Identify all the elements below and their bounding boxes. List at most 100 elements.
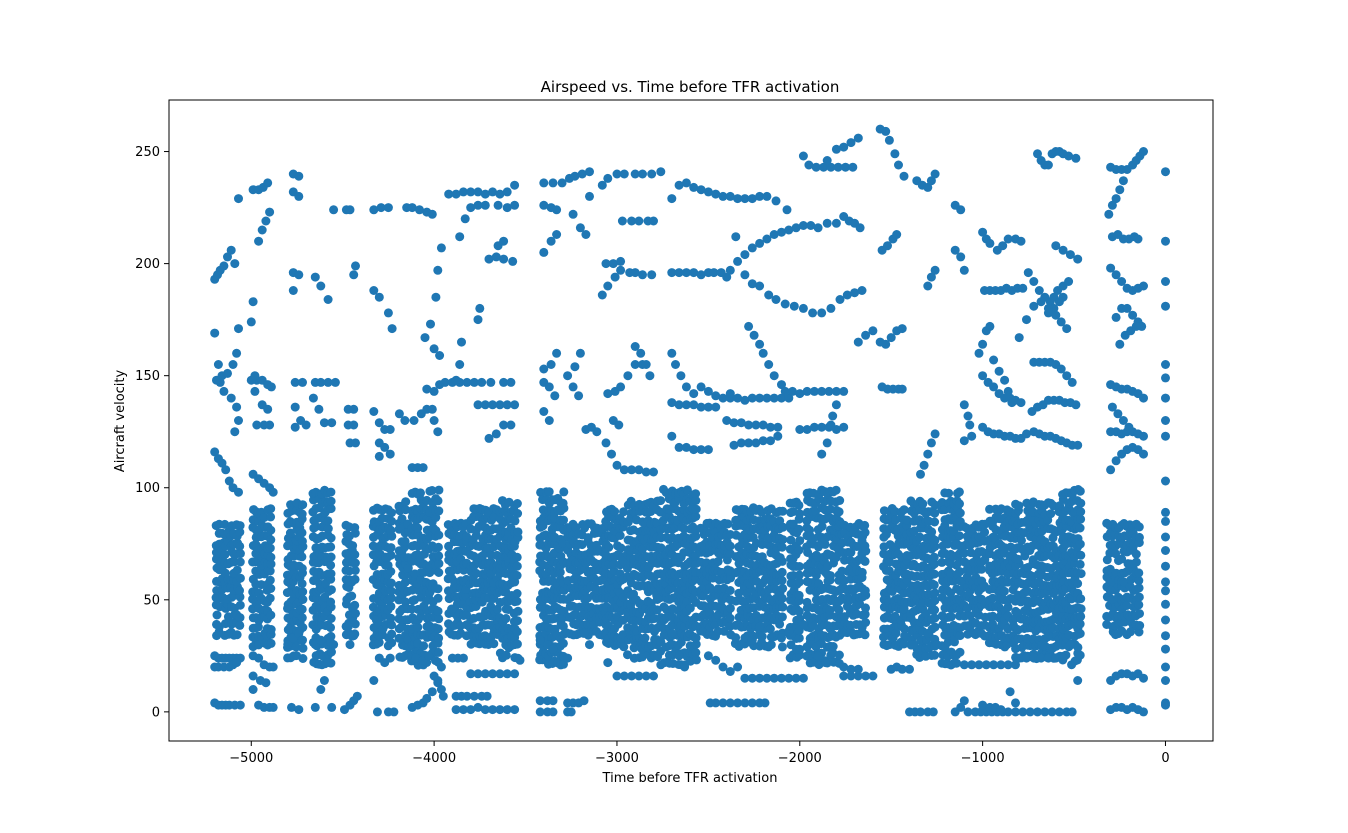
data-point: [1073, 579, 1083, 589]
data-point: [235, 541, 245, 551]
data-point: [492, 604, 502, 614]
data-point: [1134, 576, 1144, 586]
data-point: [1067, 377, 1077, 387]
data-point: [512, 571, 522, 580]
data-point: [773, 431, 783, 441]
data-point: [1133, 234, 1143, 244]
data-point: [389, 707, 399, 717]
data-point: [667, 431, 677, 441]
data-point: [985, 321, 995, 331]
data-point: [855, 223, 865, 233]
data-point: [985, 238, 995, 248]
data-point: [515, 655, 525, 665]
data-point: [506, 420, 516, 430]
data-point: [372, 707, 382, 717]
data-point: [980, 527, 990, 537]
data-point: [510, 400, 520, 410]
data-point: [1161, 662, 1170, 672]
data-point: [433, 647, 443, 657]
data-point: [486, 377, 496, 387]
data-point: [649, 216, 658, 226]
x-tick-label: −5000: [229, 751, 273, 766]
data-point: [1067, 707, 1077, 717]
data-point: [930, 650, 940, 660]
data-point: [585, 191, 594, 201]
data-point: [674, 651, 684, 661]
data-point: [491, 429, 501, 439]
data-point: [775, 619, 785, 629]
data-point: [510, 516, 520, 526]
data-point: [235, 549, 245, 559]
data-point: [297, 552, 307, 562]
data-point: [298, 643, 308, 653]
data-point: [755, 281, 765, 291]
data-point: [974, 348, 984, 358]
data-point: [559, 487, 569, 497]
data-point: [868, 326, 878, 336]
data-point: [477, 377, 487, 387]
data-point: [1071, 153, 1081, 163]
data-point: [263, 404, 273, 414]
data-point: [539, 178, 549, 188]
data-point: [326, 504, 336, 514]
data-point: [616, 256, 626, 266]
data-point: [297, 564, 307, 573]
data-point: [955, 631, 965, 641]
data-point: [619, 507, 628, 517]
data-point: [298, 500, 308, 510]
data-point: [1161, 416, 1170, 425]
data-point: [400, 577, 410, 587]
data-point: [1014, 333, 1024, 343]
data-point: [473, 315, 483, 325]
data-point: [350, 600, 360, 610]
data-point: [603, 281, 613, 291]
data-point: [400, 597, 410, 607]
data-point: [579, 696, 589, 706]
data-point: [386, 543, 396, 553]
data-point: [386, 586, 396, 596]
data-point: [400, 416, 410, 425]
data-point: [250, 371, 260, 381]
data-point: [220, 550, 230, 560]
data-point: [731, 232, 741, 242]
data-point: [235, 521, 245, 531]
data-point: [989, 355, 999, 365]
data-point: [932, 640, 942, 650]
data-point: [438, 691, 448, 701]
data-point: [1076, 569, 1086, 579]
data-point: [773, 422, 783, 432]
data-point: [234, 487, 243, 497]
data-point: [725, 603, 735, 613]
data-point: [434, 614, 444, 624]
data-point: [929, 580, 939, 590]
data-point: [548, 178, 558, 188]
data-point: [387, 629, 397, 639]
data-point: [434, 633, 444, 643]
data-point: [794, 570, 804, 580]
data-point: [316, 635, 326, 645]
data-point: [266, 382, 276, 392]
x-axis-label: Time before TFR activation: [602, 771, 778, 786]
data-point: [263, 178, 273, 188]
data-point: [784, 626, 794, 636]
data-point: [1131, 557, 1141, 567]
x-tick-label: −3000: [595, 751, 639, 766]
data-point: [261, 678, 271, 688]
data-point: [552, 230, 562, 239]
data-point: [1135, 609, 1144, 619]
data-point: [794, 500, 804, 510]
data-point: [1161, 373, 1170, 383]
x-tick-label: −4000: [412, 751, 456, 766]
data-point: [831, 218, 841, 228]
data-point: [387, 638, 397, 648]
data-point: [1161, 360, 1170, 369]
data-point: [386, 601, 396, 611]
data-point: [640, 633, 650, 643]
data-point: [502, 187, 512, 197]
y-tick-label: 50: [143, 593, 160, 608]
data-point: [839, 386, 849, 396]
data-point: [297, 579, 307, 589]
data-point: [482, 691, 492, 701]
data-point: [512, 499, 522, 508]
data-point: [798, 303, 808, 313]
